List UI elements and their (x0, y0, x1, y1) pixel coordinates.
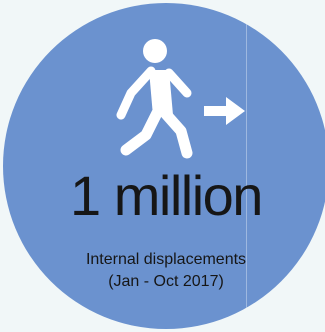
stat-circle: 1 million Internal displacements (Jan - … (3, 3, 325, 329)
stat-label: Internal displacements (85, 251, 247, 268)
stat-value: 1 million (70, 164, 263, 227)
walking-person-leg-back (120, 107, 163, 156)
walking-person-arm-back (116, 66, 156, 120)
right-arrow-icon (204, 97, 245, 125)
walking-person-leg-front (159, 107, 193, 159)
walking-person-arm-front (164, 68, 192, 98)
stat-date-range: (Jan - Oct 2017) (108, 273, 224, 290)
walking-person-icon (116, 39, 193, 159)
walking-person-head (143, 39, 167, 63)
circle-seam (246, 3, 247, 329)
walking-person-torso (149, 70, 173, 116)
